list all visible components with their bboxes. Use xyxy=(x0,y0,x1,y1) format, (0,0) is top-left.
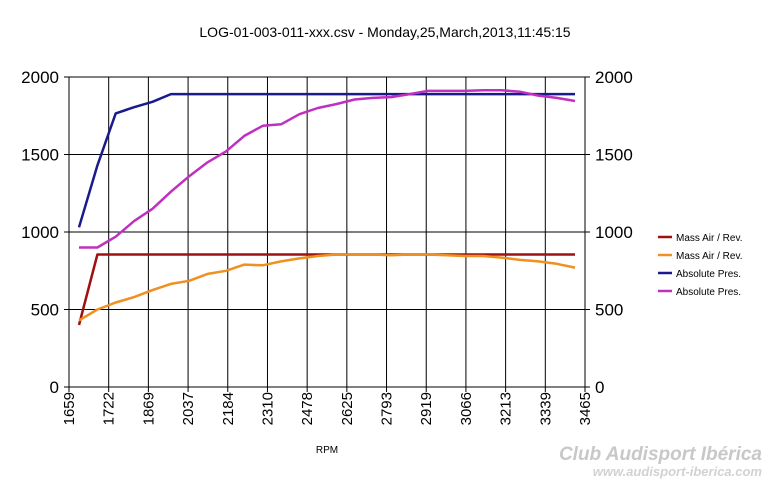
y-tick-label: 1500 xyxy=(21,146,59,165)
legend-label: Absolute Pres. xyxy=(676,269,741,280)
y2-tick-label: 1500 xyxy=(595,146,633,165)
legend: Mass Air / Rev. Mass Air / Rev. Absolute P… xyxy=(658,233,743,298)
x-axis-label: RPM xyxy=(316,445,338,456)
x-axis: 1659 1722 1869 2037 2184 2310 2478 2625 2793 2919… xyxy=(61,387,594,425)
x-tick-label: 3465 xyxy=(577,392,594,425)
series-layer xyxy=(77,88,576,326)
y2-tick-label: 0 xyxy=(595,378,604,397)
y-axis-right: 0 500 1000 1500 2000 xyxy=(585,68,633,397)
x-tick-label: 1869 xyxy=(140,392,157,425)
series-line-4 xyxy=(79,88,576,249)
x-tick-label: 3066 xyxy=(458,392,475,425)
y-tick-label: 2000 xyxy=(21,68,59,87)
legend-label: Mass Air / Rev. xyxy=(676,233,743,244)
series-line-2 xyxy=(78,253,576,322)
watermark: Club Audisport Ibérica www.audisport-ibe… xyxy=(559,444,762,479)
watermark-brand: Club Audisport Ibérica xyxy=(559,444,762,465)
x-tick-label: 2919 xyxy=(418,392,435,425)
x-tick-label: 2184 xyxy=(220,392,237,425)
x-tick-label: 2625 xyxy=(339,392,356,425)
chart-title: LOG-01-003-011-xxx.csv - Monday,25,March… xyxy=(199,24,570,40)
x-tick-label: 3339 xyxy=(537,392,554,425)
legend-label: Absolute Pres. xyxy=(676,287,741,298)
x-tick-label: 1659 xyxy=(61,392,78,425)
y-axis-left: 0 500 1000 1500 2000 xyxy=(21,68,69,397)
y2-tick-label: 1000 xyxy=(595,223,633,242)
y-tick-label: 0 xyxy=(50,378,59,397)
y-tick-label: 1000 xyxy=(21,223,59,242)
y2-tick-label: 2000 xyxy=(595,68,633,87)
x-tick-label: 2310 xyxy=(259,392,276,425)
x-tick-label: 2793 xyxy=(379,392,396,425)
x-tick-label: 3213 xyxy=(498,392,515,425)
x-tick-label: 1722 xyxy=(101,392,118,425)
watermark-url: www.audisport-iberica.com xyxy=(593,464,763,479)
series-line-3 xyxy=(77,92,575,228)
x-tick-label: 2037 xyxy=(180,392,197,425)
y2-tick-label: 500 xyxy=(595,301,623,320)
grid-lines xyxy=(69,77,585,387)
x-tick-label: 2478 xyxy=(299,392,316,425)
legend-label: Mass Air / Rev. xyxy=(676,251,743,262)
y-tick-label: 500 xyxy=(31,301,59,320)
